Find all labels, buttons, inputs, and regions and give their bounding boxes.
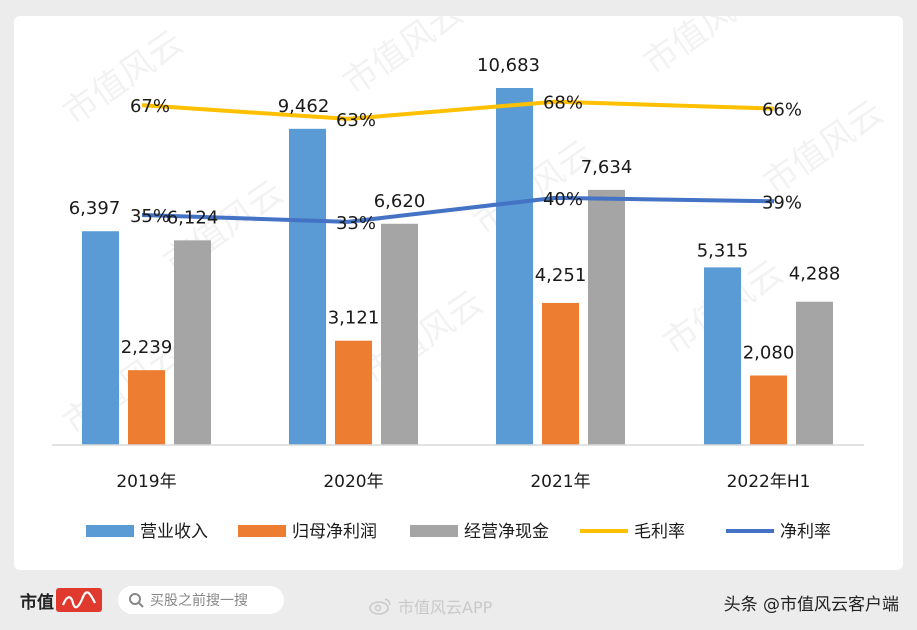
footer-bar: 市值 买股之前搜一搜 市值风云APP 头条 @市值风云客户端 (0, 570, 917, 630)
bar-0-1 (289, 128, 326, 445)
line-label-0-0: 67% (130, 96, 170, 117)
bar-label-0-2: 10,683 (477, 55, 540, 76)
x-tick-3: 2022年H1 (727, 472, 811, 492)
bar-0-2 (496, 88, 533, 445)
line-label-1-3: 39% (762, 192, 802, 213)
line-label-1-1: 33% (336, 213, 376, 234)
bar-label-0-0: 6,397 (69, 198, 121, 219)
line-label-0-3: 66% (762, 100, 802, 121)
app-text: 市值风云APP (398, 598, 493, 617)
legend: 营业收入 归母净利润 经营净现金 毛利率 净利率 (86, 522, 831, 542)
watermark-text: 市值风云 (356, 283, 490, 394)
legend-label-0: 营业收入 (140, 522, 208, 542)
line-0 (141, 99, 775, 121)
bar-label-2-3: 4,288 (789, 264, 841, 285)
bar-2-2 (588, 189, 625, 445)
brand-seal-icon (56, 588, 102, 612)
watermark-text: 市值风云 (336, 16, 470, 103)
legend-swatch-0 (86, 525, 134, 537)
bar-layer (82, 88, 833, 445)
bar-1-2 (542, 302, 579, 445)
bar-2-1 (381, 223, 418, 445)
x-tick-layer: 2019年 2020年 2021年 2022年H1 (116, 472, 810, 492)
credit-text: 头条 @市值风云客户端 (723, 595, 899, 615)
bar-label-0-1: 9,462 (278, 96, 330, 117)
bar-0-3 (704, 267, 741, 445)
legend-label-2: 经营净现金 (464, 522, 549, 542)
brand-logo[interactable]: 市值 (20, 586, 102, 614)
search-box[interactable]: 买股之前搜一搜 (118, 586, 284, 614)
legend-label-1: 归母净利润 (292, 522, 377, 542)
bar-label-2-1: 6,620 (374, 191, 426, 212)
bar-2-0 (174, 240, 211, 445)
weibo-icon (369, 598, 391, 615)
watermark-text: 市值风云 (56, 23, 190, 134)
x-tick-2: 2021年 (530, 472, 590, 492)
bar-label-1-0: 2,239 (121, 337, 173, 358)
bar-label-1-2: 4,251 (535, 265, 587, 286)
bar-1-3 (750, 375, 787, 445)
legend-label-4: 净利率 (780, 522, 831, 542)
bar-0-0 (82, 231, 119, 445)
line-layer (141, 99, 775, 224)
bar-1-0 (128, 370, 165, 445)
line-label-1-2: 40% (543, 189, 583, 210)
watermark-text: 市值风云 (636, 16, 770, 83)
line-label-1-0: 35% (130, 206, 170, 227)
bar-1-1 (335, 340, 372, 445)
legend-swatch-1 (238, 525, 286, 537)
bar-label-2-2: 7,634 (581, 157, 633, 178)
bar-2-3 (796, 301, 833, 445)
chart-card: 市值风云市值风云市值风云市值风云市值风云市值风云市值风云市值风云市值风云 6,3… (14, 16, 903, 570)
line-1 (141, 195, 775, 224)
combo-chart: 市值风云市值风云市值风云市值风云市值风云市值风云市值风云市值风云市值风云 6,3… (52, 16, 891, 542)
data-label-layer: 6,397 2,239 6,124 9,462 3,121 6,620 10,683 4,25… (69, 55, 841, 363)
bar-label-1-1: 3,121 (328, 308, 380, 329)
legend-swatch-2 (410, 525, 458, 537)
brand-text: 市值 (20, 592, 54, 613)
x-tick-1: 2020年 (323, 472, 383, 492)
search-placeholder: 买股之前搜一搜 (150, 593, 248, 609)
legend-label-3: 毛利率 (634, 522, 685, 542)
x-tick-0: 2019年 (116, 472, 176, 492)
bar-label-2-0: 6,124 (167, 207, 219, 228)
app-watermark: 市值风云APP (368, 594, 492, 618)
line-label-0-1: 63% (336, 110, 376, 131)
search-icon (129, 593, 144, 608)
line-label-0-2: 68% (543, 93, 583, 114)
bar-label-0-3: 5,315 (697, 240, 749, 261)
bar-label-1-3: 2,080 (743, 342, 795, 363)
